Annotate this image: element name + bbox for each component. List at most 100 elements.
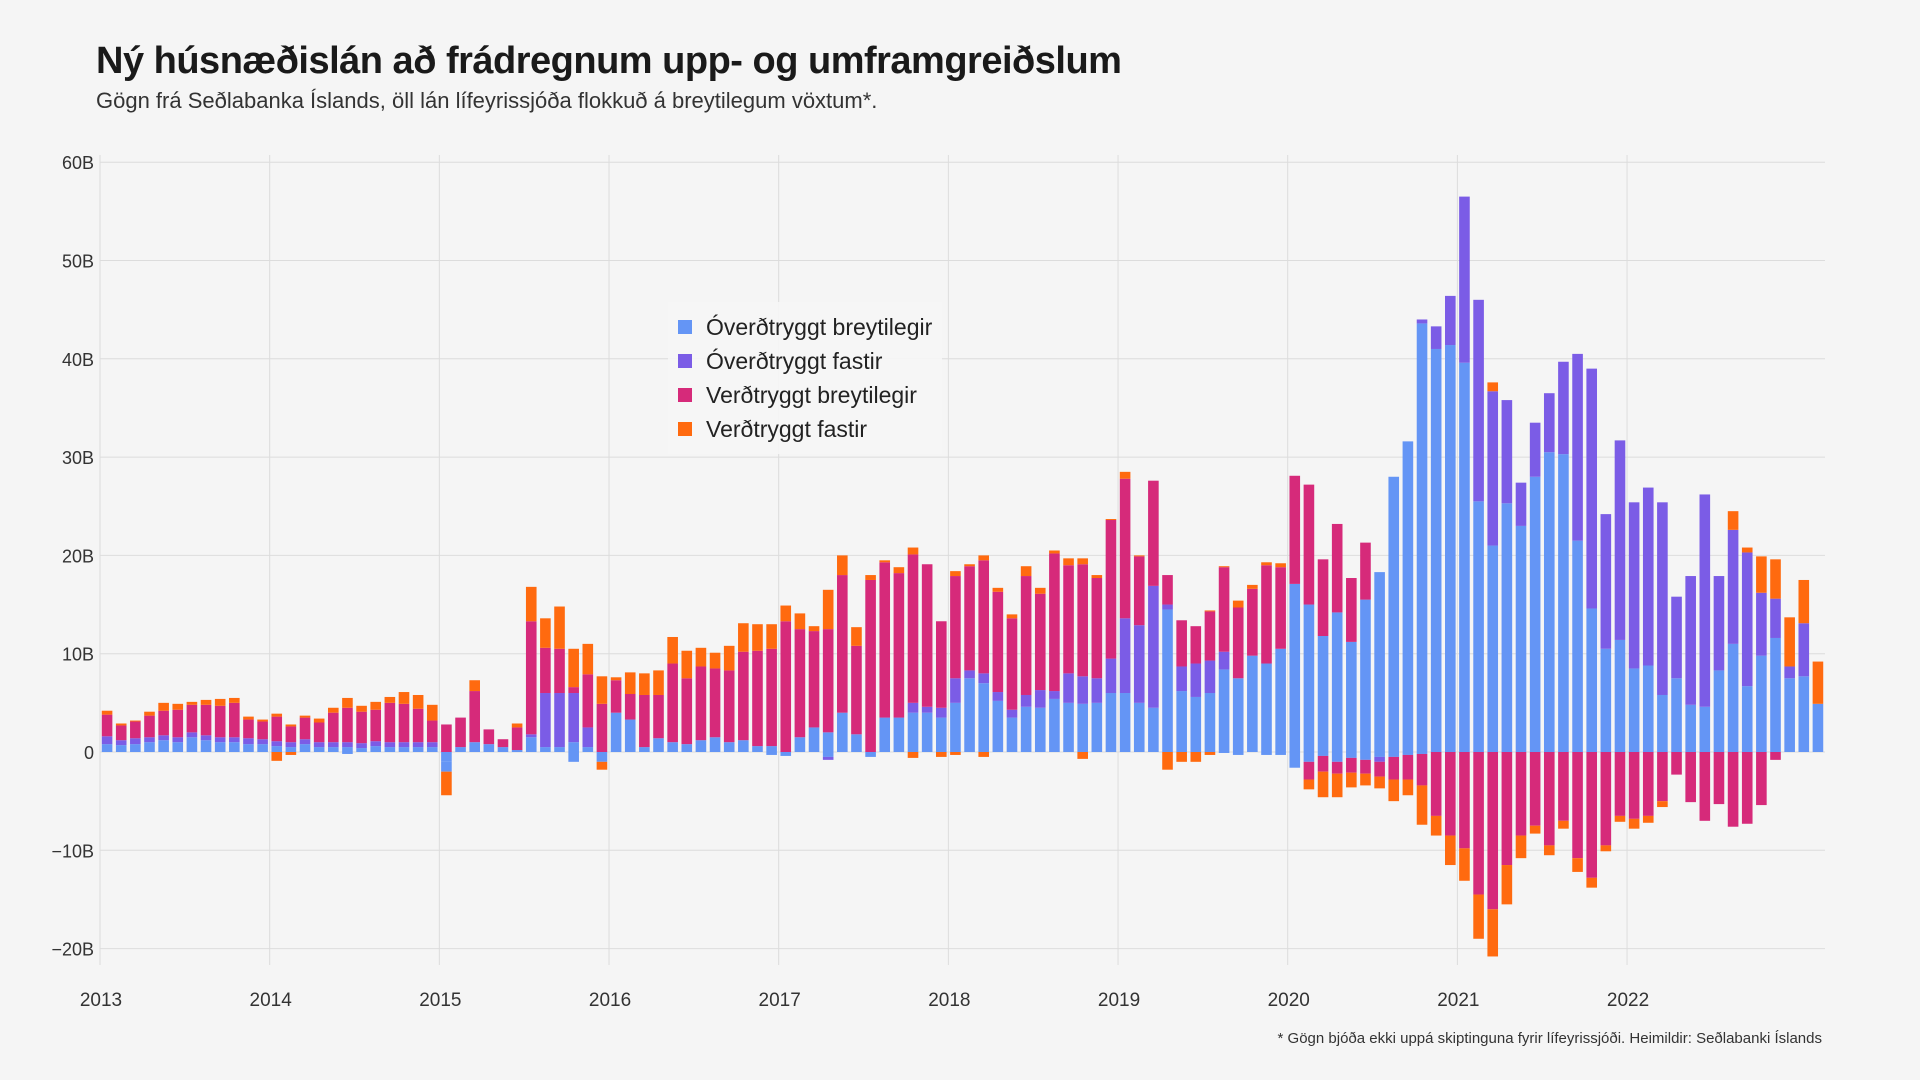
bar-segment: [511, 723, 523, 728]
bar-segment: [596, 676, 608, 704]
bar-segment: [950, 571, 961, 577]
bar-segment: [342, 747, 353, 752]
bar-segment-negative: [1529, 825, 1541, 834]
bar-segment: [723, 742, 735, 752]
y-tick-label: 30B: [62, 448, 94, 468]
bar-segment-negative: [1430, 815, 1442, 836]
bar-segment: [1148, 585, 1159, 708]
bar-segment: [780, 621, 792, 752]
legend-label: Óverðtryggt breytilegir: [706, 313, 933, 340]
bar-segment: [1798, 623, 1810, 677]
bar-segment: [158, 702, 169, 711]
bar-segment-negative: [1642, 752, 1654, 816]
bar-segment: [1006, 618, 1018, 710]
bar-segment: [1077, 676, 1088, 704]
bar-segment: [370, 709, 382, 742]
x-tick-label: 2018: [928, 990, 970, 1011]
bar-segment: [172, 709, 184, 738]
bar-segment: [837, 555, 848, 576]
bar-segment: [1289, 583, 1301, 752]
bar-segment: [1459, 362, 1470, 752]
bar-segment: [1331, 612, 1343, 752]
bar-segment: [214, 737, 226, 743]
bar-segment-negative: [1275, 752, 1286, 755]
bar-segment: [370, 701, 382, 710]
bar-segment: [1812, 661, 1824, 704]
bar-segment-negative: [1388, 779, 1400, 802]
bar-segment: [907, 712, 919, 752]
bar-segment-negative: [1657, 752, 1668, 802]
bar-segment: [243, 738, 254, 745]
bar-segment: [1247, 655, 1258, 752]
bar-segment: [1091, 678, 1103, 703]
bar-segment: [1063, 702, 1074, 752]
legend-swatch: [678, 388, 692, 402]
bar-segment: [1049, 698, 1060, 752]
bar-segment-negative: [1501, 865, 1513, 905]
bar-segment: [766, 624, 777, 649]
bar-segment: [101, 744, 113, 752]
legend-label: Verðtryggt fastir: [706, 415, 868, 442]
bar-segment: [299, 744, 311, 752]
bar-segment: [1784, 666, 1795, 679]
bar-segment: [1487, 545, 1499, 752]
bar-segment: [525, 737, 537, 752]
bar-segment-negative: [1374, 761, 1385, 777]
x-tick-label: 2021: [1437, 990, 1479, 1011]
bar-segment: [837, 575, 848, 713]
bar-segment: [1685, 704, 1696, 752]
bar-segment: [525, 734, 537, 738]
bar-segment: [865, 752, 876, 757]
bar-segment: [964, 670, 975, 679]
bar-segment: [101, 710, 113, 715]
bar-segment: [200, 704, 212, 736]
bar-segment-negative: [1558, 820, 1569, 829]
bar-segment: [200, 699, 212, 705]
bar-segment-negative: [568, 752, 579, 762]
bar-segment-negative: [1204, 752, 1216, 755]
bar-segment: [115, 723, 127, 726]
bar-segment-negative: [1416, 785, 1428, 825]
legend-swatch: [678, 320, 692, 334]
bar-segment-negative: [907, 752, 919, 758]
bar-segment: [285, 742, 297, 748]
bar-segment: [243, 744, 254, 752]
bar-segment: [1091, 578, 1103, 679]
bar-segment-negative: [1558, 752, 1569, 821]
bar-segment: [879, 717, 891, 752]
bar-segment: [1473, 501, 1484, 752]
bar-segment: [1727, 643, 1739, 752]
bar-segment: [1077, 703, 1088, 752]
bar-segment-negative: [596, 761, 608, 770]
bar-segment-negative: [1543, 752, 1555, 846]
bar-segment: [130, 738, 141, 745]
bar-segment: [794, 629, 806, 738]
bar-segment: [384, 742, 396, 748]
bar-segment: [766, 746, 777, 752]
bar-segment: [257, 744, 268, 752]
y-tick-label: 50B: [62, 252, 94, 272]
bar-segment-negative: [1218, 752, 1230, 753]
bar-segment: [752, 624, 763, 651]
bar-segment: [992, 700, 1004, 752]
bar-segment: [1105, 520, 1117, 659]
bar-segment: [1770, 637, 1781, 752]
bar-segment: [313, 718, 325, 723]
bar-segment-negative: [1232, 752, 1244, 755]
bar-segment-negative: [822, 752, 834, 757]
bar-segment-negative: [1586, 877, 1598, 888]
bar-segment-negative: [441, 771, 452, 796]
bar-segment-negative: [1614, 815, 1626, 822]
bar-segment: [1572, 540, 1583, 752]
bar-segment: [554, 606, 565, 649]
bar-segment: [950, 678, 961, 703]
bar-segment-negative: [1614, 752, 1626, 816]
bar-segment-negative: [1459, 752, 1470, 849]
bar-segment: [893, 717, 905, 752]
bar-segment-negative: [1586, 752, 1598, 878]
bar-segment: [1303, 604, 1315, 752]
y-axis-ticks: 60B 50B 40B 30B 20B 10B 0 −10B −20B: [51, 153, 94, 959]
bar-segment: [921, 564, 933, 707]
bar-segment: [1529, 422, 1541, 477]
bar-segment-negative: [1402, 752, 1414, 755]
